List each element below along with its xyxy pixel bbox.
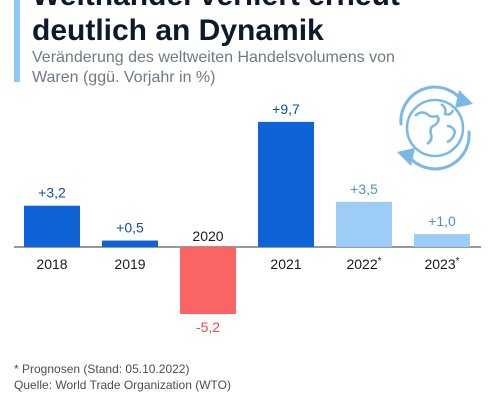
chart-title: Welthandel verliert erneut deutlich an D… (32, 0, 400, 47)
data-label: +9,7 (272, 101, 300, 117)
bar (24, 205, 80, 247)
x-tick-label: 2018 (36, 256, 67, 272)
x-tick-label: 2019 (114, 256, 145, 272)
accent-bar (14, 0, 20, 82)
data-label: -5,2 (196, 319, 220, 335)
bar (414, 234, 470, 247)
bar (258, 121, 314, 247)
globe-icon (397, 85, 473, 171)
data-label: +0,5 (116, 220, 144, 236)
data-label: +3,2 (38, 185, 66, 201)
data-label: +3,5 (350, 181, 378, 197)
footnote: * Prognosen (Stand: 05.10.2022) (14, 362, 190, 376)
x-tick-label: 2021 (270, 256, 301, 272)
x-tick-label: 2020 (192, 228, 223, 244)
x-tick-label: 2022* (346, 256, 381, 272)
circular-arrows-icon (399, 85, 471, 171)
bar (180, 247, 236, 315)
chart-subtitle: Veränderung des weltweiten Handelsvolume… (32, 49, 395, 86)
data-label: +1,0 (428, 213, 456, 229)
source-note: Quelle: World Trade Organization (WTO) (14, 378, 231, 392)
x-tick-label: 2023* (424, 256, 459, 272)
bar (336, 201, 392, 247)
bar (102, 240, 158, 247)
